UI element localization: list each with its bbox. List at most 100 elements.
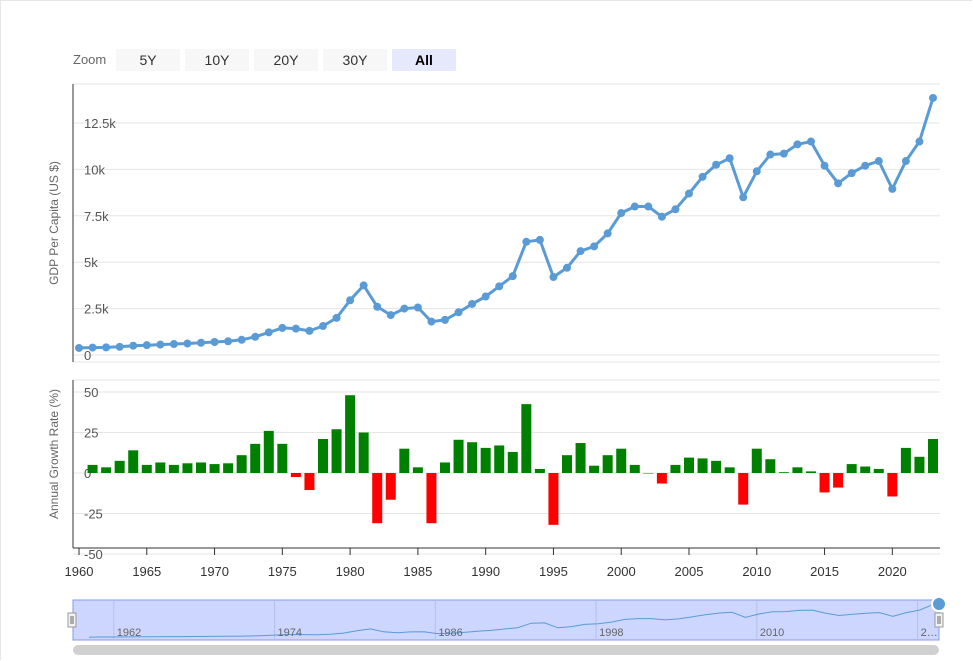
gdp-y-tick-label: 12.5k bbox=[84, 116, 116, 131]
growth-bar bbox=[87, 464, 98, 473]
growth-bar bbox=[263, 430, 274, 473]
navigator-scrollbar[interactable] bbox=[73, 645, 939, 655]
growth-bar bbox=[914, 456, 925, 473]
growth-y-tick-label: 25 bbox=[84, 426, 98, 441]
gdp-y-tick-label: 0 bbox=[84, 348, 91, 363]
x-tick-label: 2015 bbox=[810, 564, 839, 579]
growth-bar bbox=[900, 447, 911, 473]
gdp-y-tick-label: 5k bbox=[84, 255, 98, 270]
gdp-data-point bbox=[75, 343, 83, 352]
gdp-data-point bbox=[210, 338, 219, 347]
growth-bar bbox=[412, 467, 423, 473]
navigator-left-handle[interactable] bbox=[67, 612, 77, 628]
navigator-label: 2010 bbox=[760, 627, 784, 639]
navigator-label: 1998 bbox=[599, 627, 623, 639]
growth-bar bbox=[440, 462, 450, 473]
gdp-data-point bbox=[820, 161, 829, 170]
gdp-data-point bbox=[901, 157, 910, 166]
gdp-data-point bbox=[630, 202, 639, 211]
gdp-data-point bbox=[346, 296, 355, 305]
growth-bar bbox=[670, 464, 681, 473]
growth-bar bbox=[304, 473, 315, 491]
gdp-data-point bbox=[278, 323, 287, 332]
growth-bar bbox=[277, 443, 288, 473]
gdp-data-point bbox=[793, 140, 802, 149]
gdp-data-point bbox=[576, 247, 585, 256]
gdp-data-point bbox=[400, 304, 409, 313]
gdp-data-point bbox=[874, 157, 883, 166]
x-tick-label: 2005 bbox=[675, 564, 704, 579]
zoom-label: Zoom bbox=[73, 52, 107, 67]
gdp-data-point bbox=[685, 189, 693, 198]
growth-bar bbox=[467, 442, 478, 473]
growth-y-tick-label: 50 bbox=[84, 385, 98, 400]
navigator-end-marker[interactable] bbox=[931, 596, 947, 612]
growth-bar bbox=[602, 455, 613, 473]
growth-bar bbox=[250, 443, 261, 473]
growth-bar bbox=[236, 455, 247, 473]
gdp-data-point bbox=[861, 161, 870, 170]
gdp-data-point bbox=[224, 337, 233, 346]
gdp-data-point bbox=[725, 154, 734, 163]
growth-bar bbox=[724, 467, 735, 473]
growth-y-tick-labels: -50 -25 0 25 50 bbox=[84, 385, 103, 562]
growth-bar bbox=[494, 445, 505, 473]
x-tick-label: 2010 bbox=[742, 564, 771, 579]
growth-bar bbox=[507, 451, 518, 473]
gdp-data-point bbox=[237, 335, 246, 344]
gdp-data-point bbox=[752, 167, 761, 176]
growth-bar bbox=[765, 459, 776, 473]
x-tick-label: 1990 bbox=[471, 564, 500, 579]
navigator-label: 1986 bbox=[438, 627, 462, 639]
navigator-label: 2… bbox=[921, 627, 938, 639]
navigator-gridlines bbox=[113, 600, 919, 640]
growth-bar bbox=[684, 457, 694, 473]
growth-bar bbox=[629, 464, 640, 473]
growth-bar bbox=[778, 472, 789, 473]
gdp-data-point bbox=[698, 172, 707, 181]
gdp-data-point bbox=[441, 315, 449, 324]
growth-bar bbox=[290, 473, 301, 478]
x-tick-label: 1960 bbox=[65, 564, 94, 579]
zoom-all-button[interactable]: All bbox=[392, 49, 456, 71]
growth-bar bbox=[196, 462, 206, 473]
gdp-data-point bbox=[522, 237, 531, 246]
growth-bar bbox=[168, 464, 179, 473]
growth-bar bbox=[873, 468, 884, 473]
navigator-selection[interactable] bbox=[72, 599, 940, 641]
growth-y-axis-title: Annual Growth Rate (%) bbox=[47, 389, 61, 519]
gdp-y-tick-label: 10k bbox=[84, 162, 105, 177]
growth-y-tick-label: -25 bbox=[84, 507, 103, 522]
growth-bar bbox=[548, 473, 559, 525]
gdp-data-point bbox=[359, 281, 368, 290]
growth-bar bbox=[385, 473, 396, 500]
growth-bar bbox=[358, 432, 369, 473]
growth-bar bbox=[751, 448, 762, 473]
growth-bar bbox=[453, 439, 464, 473]
growth-bar bbox=[372, 473, 383, 524]
growth-bar bbox=[182, 463, 193, 473]
zoom-10y-button[interactable]: 10Y bbox=[185, 49, 249, 71]
zoom-30y-button[interactable]: 30Y bbox=[323, 49, 387, 71]
gdp-data-point bbox=[197, 338, 205, 347]
growth-bar bbox=[399, 448, 410, 473]
zoom-20y-button[interactable]: 20Y bbox=[254, 49, 318, 71]
gdp-data-point bbox=[834, 179, 843, 188]
gdp-data-point bbox=[373, 302, 382, 311]
gdp-data-point bbox=[617, 209, 626, 218]
x-tick-label: 1975 bbox=[268, 564, 297, 579]
growth-y-tick-label: -50 bbox=[84, 547, 103, 562]
zoom-5y-button[interactable]: 5Y bbox=[116, 49, 180, 71]
gdp-data-point bbox=[413, 303, 422, 312]
growth-bar bbox=[860, 466, 871, 473]
navigator-label: 1974 bbox=[278, 627, 302, 639]
navigator-label: 1962 bbox=[117, 627, 141, 639]
gdp-data-point bbox=[929, 93, 937, 102]
growth-bar bbox=[521, 404, 532, 473]
gdp-data-point bbox=[468, 299, 477, 308]
gdp-data-point bbox=[386, 311, 395, 320]
gdp-data-point bbox=[495, 282, 504, 291]
navigator-right-handle[interactable] bbox=[934, 612, 944, 628]
growth-bar bbox=[426, 473, 437, 524]
